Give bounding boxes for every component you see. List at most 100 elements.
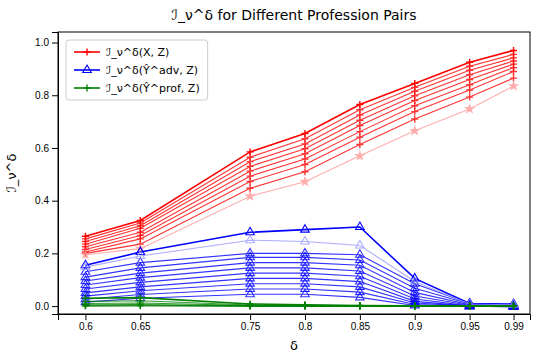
x-axis-title: δ — [290, 338, 298, 353]
x-tick: 0.6 — [79, 314, 93, 332]
point — [247, 302, 254, 309]
series — [82, 294, 517, 309]
y-tick-label: 1.0 — [35, 37, 49, 48]
x-tick-mark — [470, 314, 471, 320]
x-tick: 0.8 — [299, 314, 313, 332]
point — [247, 302, 254, 309]
point — [301, 237, 310, 244]
legend-item: ℐ_ν^δ(Ŷ^adv, Z) — [74, 64, 198, 77]
series — [82, 57, 517, 247]
series — [81, 289, 518, 309]
series — [82, 299, 517, 309]
legend: ℐ_ν^δ(X, Z)ℐ_ν^δ(Ŷ^adv, Z)ℐ_ν^δ(Ŷ^prof, … — [66, 40, 208, 100]
point — [301, 303, 308, 310]
point — [354, 150, 365, 161]
y-tick-mark — [52, 201, 58, 202]
point — [246, 289, 255, 296]
point — [411, 303, 418, 310]
x-tick: 0.65 — [131, 314, 151, 332]
point — [356, 141, 363, 148]
point — [356, 302, 363, 309]
plot: 0.60.650.750.80.850.90.950.990.00.20.40.… — [35, 32, 530, 332]
legend-label: ℐ_ν^δ(Ŷ^adv, Z) — [106, 64, 198, 77]
line — [85, 305, 513, 306]
point — [137, 302, 144, 309]
point — [356, 303, 363, 310]
series — [81, 279, 518, 309]
line — [85, 68, 513, 250]
point — [246, 227, 255, 234]
point — [466, 94, 473, 101]
plot-frame — [58, 32, 530, 314]
legend-marker — [84, 85, 91, 92]
point — [509, 302, 518, 309]
x-tick-label: 0.6 — [79, 321, 93, 332]
point — [301, 289, 310, 296]
x-tick-label: 0.95 — [460, 321, 480, 332]
point — [301, 303, 308, 310]
series — [81, 273, 518, 308]
series — [81, 248, 518, 307]
y-axis-title: ℐ_ν^δ — [4, 154, 19, 193]
x-tick-label: 0.75 — [241, 321, 261, 332]
series — [81, 263, 518, 309]
series — [81, 252, 518, 308]
legend-marker — [83, 65, 92, 72]
title: ℐ_ν^δ for Different Profession Pairs — [171, 7, 416, 23]
series — [81, 258, 518, 309]
point — [356, 303, 363, 310]
point — [411, 303, 418, 310]
point — [137, 302, 144, 309]
point — [247, 303, 254, 310]
x-axis: 0.60.650.750.80.850.90.950.99 — [59, 314, 531, 332]
x-axis-line — [59, 315, 531, 321]
point — [464, 103, 475, 114]
x-tick-mark — [305, 314, 306, 320]
line — [85, 253, 513, 305]
series — [82, 64, 517, 253]
point — [356, 122, 363, 129]
series — [82, 302, 517, 309]
legend-label: ℐ_ν^δ(X, Z) — [106, 46, 169, 59]
point — [246, 235, 255, 242]
legend-marker — [84, 49, 91, 56]
point — [411, 303, 418, 310]
line — [85, 305, 513, 307]
line — [85, 227, 513, 304]
y-tick-mark — [52, 95, 58, 96]
point — [510, 303, 517, 310]
point — [411, 302, 418, 309]
series — [81, 222, 518, 306]
point — [510, 303, 517, 310]
x-tick: 0.75 — [241, 314, 261, 332]
y-tick-mark — [52, 43, 58, 44]
x-tick: 0.95 — [460, 314, 480, 332]
point — [82, 302, 89, 309]
y-tick: 1.0 — [35, 37, 58, 48]
point — [466, 86, 473, 93]
x-tick-label: 0.9 — [408, 321, 422, 332]
x-tick: 0.9 — [408, 314, 422, 332]
series — [80, 80, 519, 259]
line — [85, 273, 513, 306]
x-tick-mark — [85, 314, 86, 320]
x-tick-label: 0.65 — [131, 321, 151, 332]
y-tick-label: 0.0 — [35, 301, 49, 312]
point — [301, 303, 308, 310]
point — [301, 225, 310, 232]
y-tick-label: 0.4 — [35, 195, 49, 206]
point — [301, 302, 308, 309]
y-axis: 0.00.20.40.60.81.0 — [35, 33, 58, 315]
y-tick: 0.8 — [35, 90, 58, 101]
line — [85, 268, 513, 306]
legend-swatch — [74, 69, 100, 71]
point — [510, 303, 517, 310]
point — [411, 115, 418, 122]
line — [85, 263, 513, 306]
line — [85, 64, 513, 247]
point — [466, 303, 473, 310]
point — [466, 303, 473, 310]
y-tick-mark — [52, 306, 58, 307]
marks — [80, 47, 519, 310]
line — [85, 301, 513, 306]
